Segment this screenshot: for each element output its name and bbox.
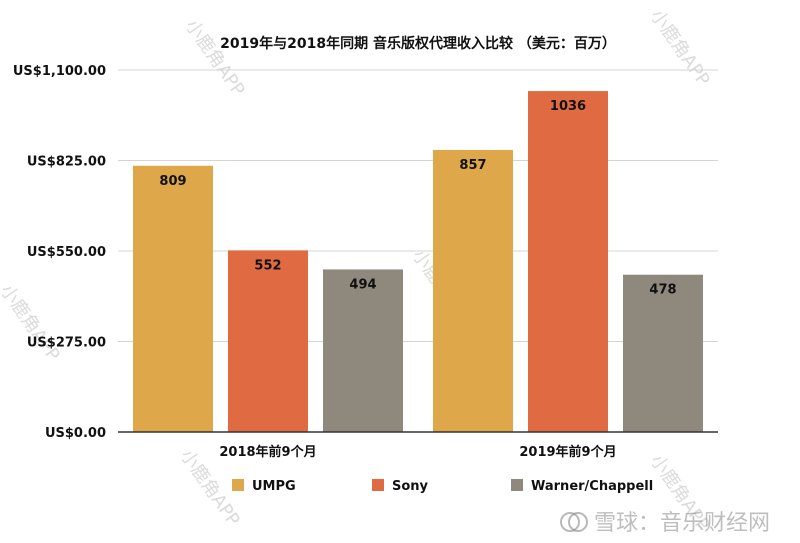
y-axis: US$0.00 US$275.00 US$550.00 US$825.00 US$1,1… [13, 64, 106, 441]
chart-title: 2019年与2018年同期 音乐版权代理收入比较 （美元：百万） [220, 35, 616, 52]
watermark-app-4: 小鹿角APP [0, 281, 64, 365]
bar-umpg-0 [133, 165, 213, 433]
bar-warner-chappell-0 [323, 269, 403, 432]
footer-watermark-text: 雪球：音乐财经网 [594, 511, 770, 536]
bar-sony-1 [528, 91, 608, 432]
bar-sony-0 [228, 250, 308, 432]
y-tick-label: US$275.00 [27, 336, 106, 351]
bar-warner-chappell-1 [623, 274, 703, 432]
x-category-label: 2019年前9个月 [519, 444, 616, 460]
legend-label: Sony [392, 479, 429, 494]
legend: UMPG Sony Warner/Chappell [232, 479, 653, 494]
xueqiu-logo-icon [560, 512, 588, 532]
legend-swatch [232, 479, 244, 491]
data-label: 857 [459, 158, 486, 173]
y-tick-label: US$550.00 [27, 245, 106, 260]
watermark-app-1: 小鹿角APP [181, 16, 249, 100]
legend-swatch [372, 479, 384, 491]
data-labels: 809 552 494 857 1036 478 [159, 99, 676, 298]
legend-label: Warner/Chappell [531, 479, 653, 494]
bars [133, 91, 703, 433]
x-category-label: 2018年前9个月 [219, 444, 316, 460]
data-label: 809 [159, 174, 186, 189]
data-label: 552 [254, 258, 281, 273]
bar-umpg-1 [433, 149, 513, 432]
footer-logo: 雪球：音乐财经网 [560, 511, 770, 536]
legend-swatch [511, 479, 523, 491]
data-label: 1036 [550, 99, 586, 114]
y-tick-label: US$825.00 [27, 155, 106, 170]
x-axis: 2018年前9个月 2019年前9个月 [219, 444, 616, 460]
legend-label: UMPG [252, 479, 296, 494]
watermark-app-2: 小鹿角APP [646, 6, 714, 90]
y-tick-label: US$0.00 [45, 426, 106, 441]
y-tick-label: US$1,100.00 [13, 64, 106, 79]
data-label: 494 [349, 277, 376, 292]
grid [118, 69, 718, 342]
data-label: 478 [649, 283, 676, 298]
